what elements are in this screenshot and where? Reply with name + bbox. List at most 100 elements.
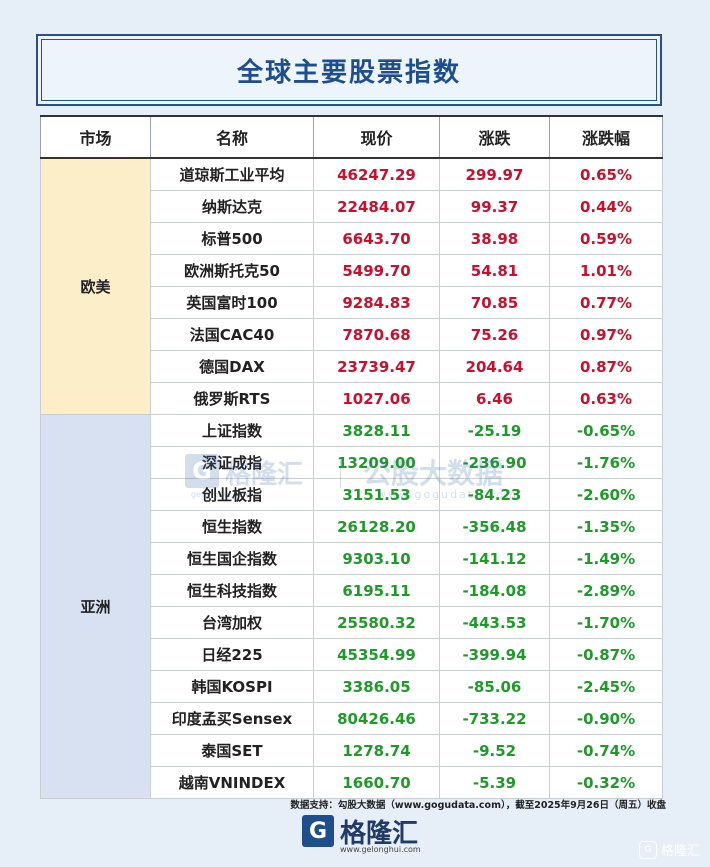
table-row: 德国DAX 23739.47 204.64 0.87% <box>41 350 663 383</box>
index-price: 45354.99 <box>313 638 440 671</box>
index-change: -141.12 <box>439 542 550 575</box>
index-pct: -2.60% <box>549 478 663 511</box>
index-name: 创业板指 <box>150 478 314 511</box>
index-price: 9303.10 <box>313 542 440 575</box>
index-price: 46247.29 <box>313 157 440 191</box>
index-name: 韩国KOSPI <box>150 670 314 703</box>
header-change: 涨跌 <box>439 115 550 159</box>
table-row: 恒生国企指数 9303.10 -141.12 -1.49% <box>41 542 663 575</box>
table-row: 俄罗斯RTS 1027.06 6.46 0.63% <box>41 382 663 415</box>
market-cell-asia: 亚洲 <box>40 414 151 799</box>
index-price: 1278.74 <box>313 734 440 767</box>
index-pct: 0.87% <box>549 350 663 383</box>
index-pct: -0.87% <box>549 638 663 671</box>
index-name: 标普500 <box>150 222 314 255</box>
index-price: 9284.83 <box>313 286 440 319</box>
table-row: 欧洲斯托克50 5499.70 54.81 1.01% <box>41 254 663 287</box>
index-name: 恒生国企指数 <box>150 542 314 575</box>
table-row: 韩国KOSPI 3386.05 -85.06 -2.45% <box>41 670 663 703</box>
index-pct: -2.45% <box>549 670 663 703</box>
index-name: 恒生科技指数 <box>150 574 314 607</box>
index-name: 日经225 <box>150 638 314 671</box>
index-pct: 0.77% <box>549 286 663 319</box>
index-change: -236.90 <box>439 446 550 479</box>
index-pct: -0.74% <box>549 734 663 767</box>
footer-logo: G 格隆汇 www.gelonghui.com <box>302 815 422 855</box>
index-name: 深证成指 <box>150 446 314 479</box>
index-price: 23739.47 <box>313 350 440 383</box>
index-change: -733.22 <box>439 702 550 735</box>
table-row: 标普500 6643.70 38.98 0.59% <box>41 222 663 255</box>
index-name: 台湾加权 <box>150 606 314 639</box>
index-name: 纳斯达克 <box>150 190 314 223</box>
table-row: 日经225 45354.99 -399.94 -0.87% <box>41 638 663 671</box>
header-pct: 涨跌幅 <box>549 115 663 159</box>
logo-icon: G <box>302 815 334 847</box>
page-title: 全球主要股票指数 <box>41 39 657 101</box>
title-box: 全球主要股票指数 <box>36 34 662 106</box>
index-change: 99.37 <box>439 190 550 223</box>
index-change: -399.94 <box>439 638 550 671</box>
index-change: -5.39 <box>439 766 550 799</box>
index-name: 印度孟买Sensex <box>150 702 314 735</box>
index-name: 英国富时100 <box>150 286 314 319</box>
index-change: -184.08 <box>439 574 550 607</box>
index-price: 6195.11 <box>313 574 440 607</box>
table-row: 英国富时100 9284.83 70.85 0.77% <box>41 286 663 319</box>
table-row: 越南VNINDEX 1660.70 -5.39 -0.32% <box>41 766 663 799</box>
market-cell-europe-us: 欧美 <box>40 157 151 415</box>
index-price: 22484.07 <box>313 190 440 223</box>
table-row: 法国CAC40 7870.68 75.26 0.97% <box>41 318 663 351</box>
index-change: 70.85 <box>439 286 550 319</box>
index-change: 75.26 <box>439 318 550 351</box>
table-row: 台湾加权 25580.32 -443.53 -1.70% <box>41 606 663 639</box>
index-change: -443.53 <box>439 606 550 639</box>
index-table: 市场 名称 现价 涨跌 涨跌幅 欧美 道琼斯工业平均 46247.29 299.97 0… <box>40 115 663 799</box>
index-pct: -1.70% <box>549 606 663 639</box>
index-name: 越南VNINDEX <box>150 766 314 799</box>
index-change: 38.98 <box>439 222 550 255</box>
corner-watermark: G 格隆汇 <box>638 840 700 859</box>
index-name: 道琼斯工业平均 <box>150 157 314 191</box>
logo-text: 格隆汇 <box>340 819 419 849</box>
corner-text: 格隆汇 <box>660 844 700 859</box>
index-change: 54.81 <box>439 254 550 287</box>
index-name: 法国CAC40 <box>150 318 314 351</box>
index-price: 5499.70 <box>313 254 440 287</box>
index-price: 26128.20 <box>313 510 440 543</box>
index-change: -9.52 <box>439 734 550 767</box>
index-change: 204.64 <box>439 350 550 383</box>
index-price: 3386.05 <box>313 670 440 703</box>
index-price: 6643.70 <box>313 222 440 255</box>
table-row: 印度孟买Sensex 80426.46 -733.22 -0.90% <box>41 702 663 735</box>
logo-sub: www.gelonghui.com <box>340 845 421 854</box>
index-change: -84.23 <box>439 478 550 511</box>
index-name: 德国DAX <box>150 350 314 383</box>
index-price: 1660.70 <box>313 766 440 799</box>
index-change: -25.19 <box>439 414 550 447</box>
corner-logo-icon: G <box>638 840 657 859</box>
header-market: 市场 <box>40 115 151 159</box>
index-pct: 0.97% <box>549 318 663 351</box>
index-price: 3151.53 <box>313 478 440 511</box>
index-name: 泰国SET <box>150 734 314 767</box>
index-pct: 1.01% <box>549 254 663 287</box>
index-pct: 0.65% <box>549 157 663 191</box>
index-pct: -1.76% <box>549 446 663 479</box>
index-price: 13209.00 <box>313 446 440 479</box>
index-pct: 0.44% <box>549 190 663 223</box>
table-row: 欧美 道琼斯工业平均 46247.29 299.97 0.65% <box>40 157 663 415</box>
index-name: 俄罗斯RTS <box>150 382 314 415</box>
index-price: 25580.32 <box>313 606 440 639</box>
index-pct: -1.49% <box>549 542 663 575</box>
table-row: 亚洲 上证指数 3828.11 -25.19 -0.65% <box>40 414 663 799</box>
table-header-row: 市场 名称 现价 涨跌 涨跌幅 <box>40 115 663 159</box>
index-price: 80426.46 <box>313 702 440 735</box>
table-row: 纳斯达克 22484.07 99.37 0.44% <box>41 190 663 223</box>
index-price: 3828.11 <box>313 414 440 447</box>
index-pct: -1.35% <box>549 510 663 543</box>
index-change: -356.48 <box>439 510 550 543</box>
index-price: 7870.68 <box>313 318 440 351</box>
index-pct: -2.89% <box>549 574 663 607</box>
index-pct: -0.65% <box>549 414 663 447</box>
